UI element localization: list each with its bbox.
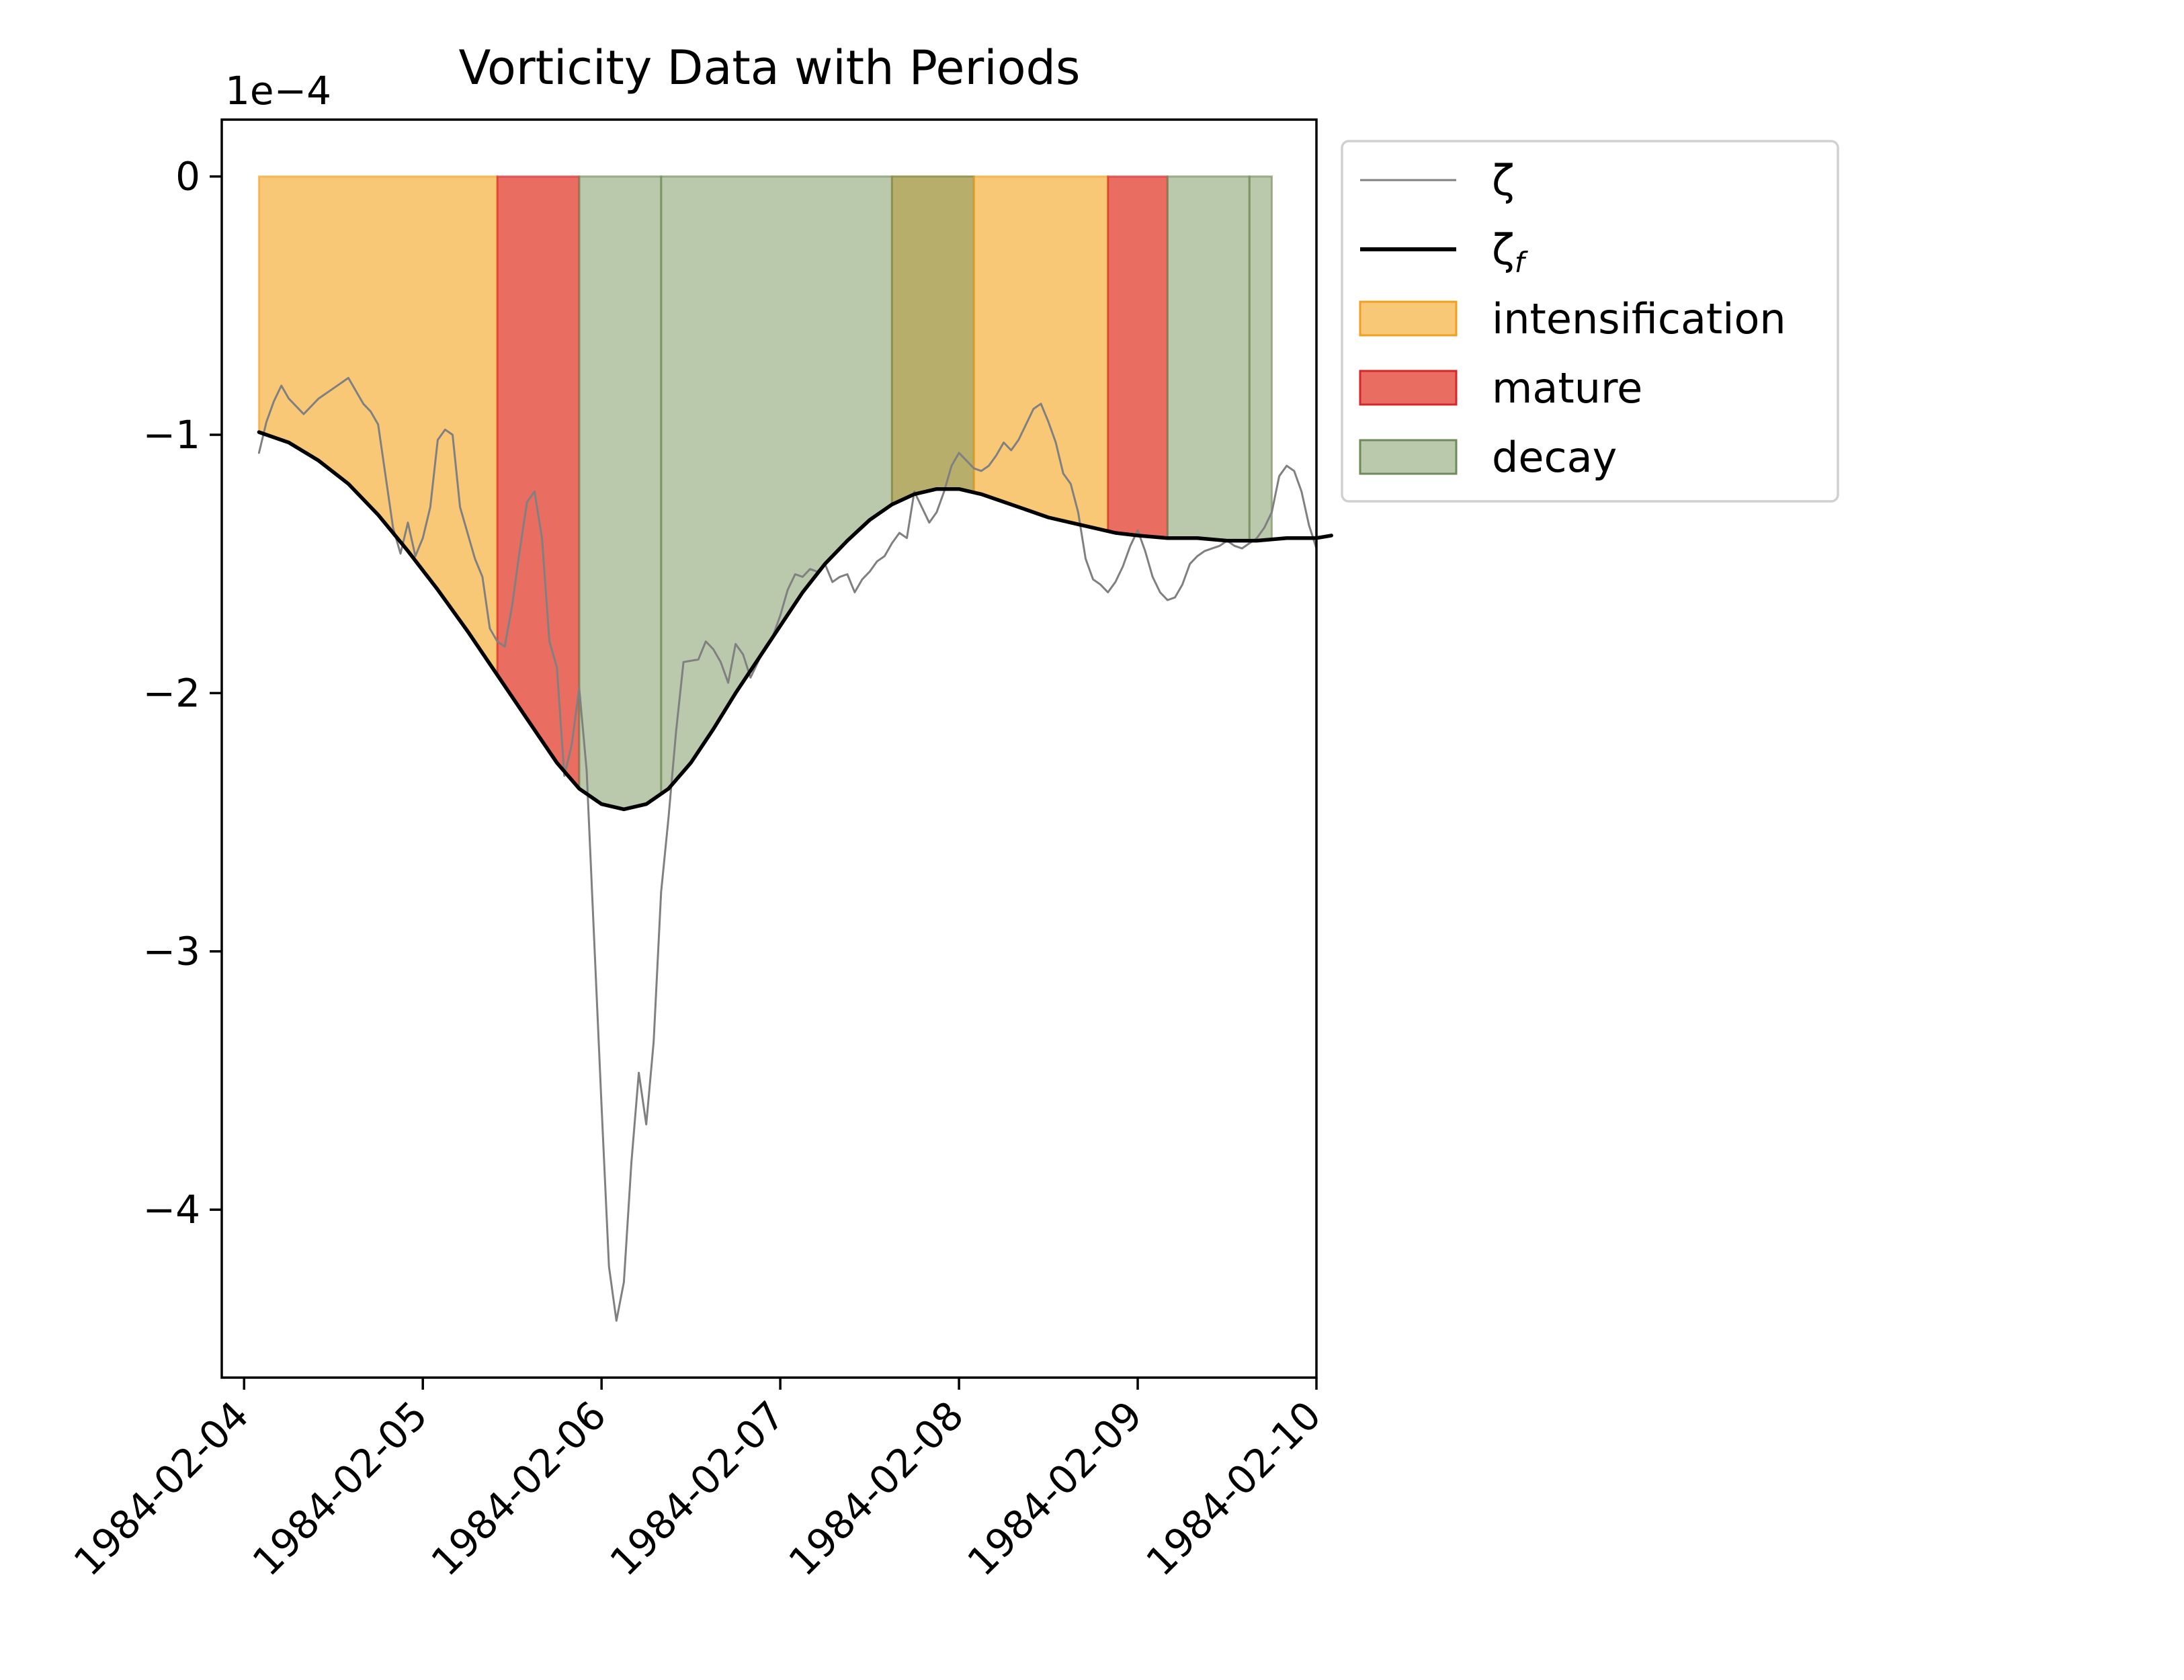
y-tick-label: −2 [143,670,201,716]
period-band-mature [1107,175,1169,540]
y-offset-label: 1e−4 [225,68,331,114]
period-band-intensification [972,175,1109,533]
y-axis: 0 −1 −2 −3 −4 [143,154,222,1232]
legend-label-mature: mature [1492,364,1642,413]
period-band-decay [1248,175,1273,542]
plot-frame [220,118,1318,1379]
legend-label-zeta: ζ [1492,156,1515,205]
legend-swatch-decay [1359,439,1458,475]
legend-swatch-mature [1359,370,1458,406]
y-tick-label: −4 [143,1187,201,1232]
legend-label-decay: decay [1492,433,1617,482]
y-tick-label: −3 [143,929,201,974]
chart-title: Vorticity Data with Periods [459,40,1081,95]
legend-box [1341,140,1839,503]
series-line-zeta-f [257,430,1333,812]
y-tick-label: −1 [143,412,201,458]
series-lines [257,376,1333,1322]
legend-swatch-intensification [1359,300,1458,337]
y-tick-label: 0 [175,154,200,200]
legend-label-intensification: intensification [1492,294,1786,343]
period-band-decay [1166,175,1251,542]
period-band-decay [578,175,663,810]
